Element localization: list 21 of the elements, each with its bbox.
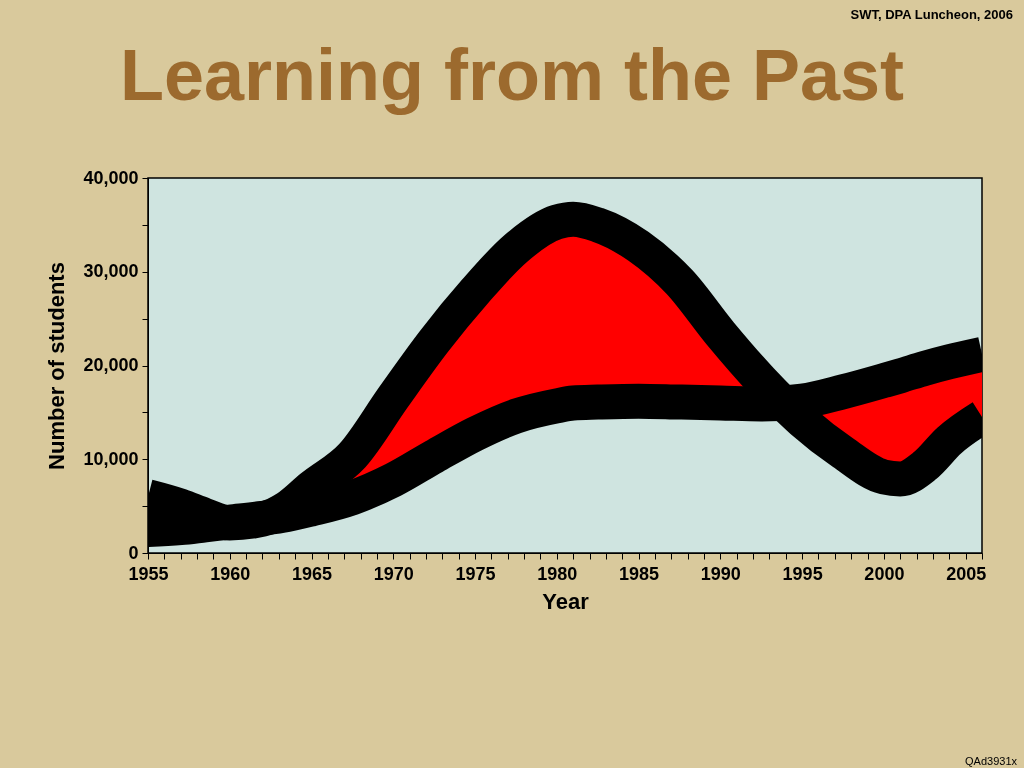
- x-tick-label: 1965: [292, 563, 333, 584]
- x-tick-label: 1990: [700, 563, 741, 584]
- y-tick-label: 20,000: [83, 355, 139, 375]
- chart-title: Learning from the Past: [119, 35, 905, 115]
- y-tick-label: 30,000: [83, 261, 139, 282]
- x-tick-label: 1995: [782, 563, 823, 584]
- x-tick-label: 1970: [373, 563, 414, 584]
- x-tick-label: 1955: [128, 563, 169, 584]
- text: SWT, DPA Luncheon, 2006: [850, 7, 1013, 22]
- text: QAd3931x: [965, 755, 1018, 767]
- x-tick-label: 2000: [864, 563, 905, 584]
- x-tick-label: 1980: [537, 563, 578, 584]
- y-tick-label: 10,000: [83, 448, 139, 469]
- x-tick-label: 2005: [946, 563, 987, 584]
- x-tick-label: 1985: [619, 563, 660, 584]
- x-tick-label: 1960: [210, 563, 251, 584]
- y-tick-label: 0: [128, 542, 139, 563]
- x-tick-label: 1975: [455, 563, 496, 584]
- y-axis-title: Number of students: [44, 262, 70, 470]
- x-axis-title: Year: [542, 588, 590, 614]
- y-tick-label: 40,000: [83, 167, 139, 188]
